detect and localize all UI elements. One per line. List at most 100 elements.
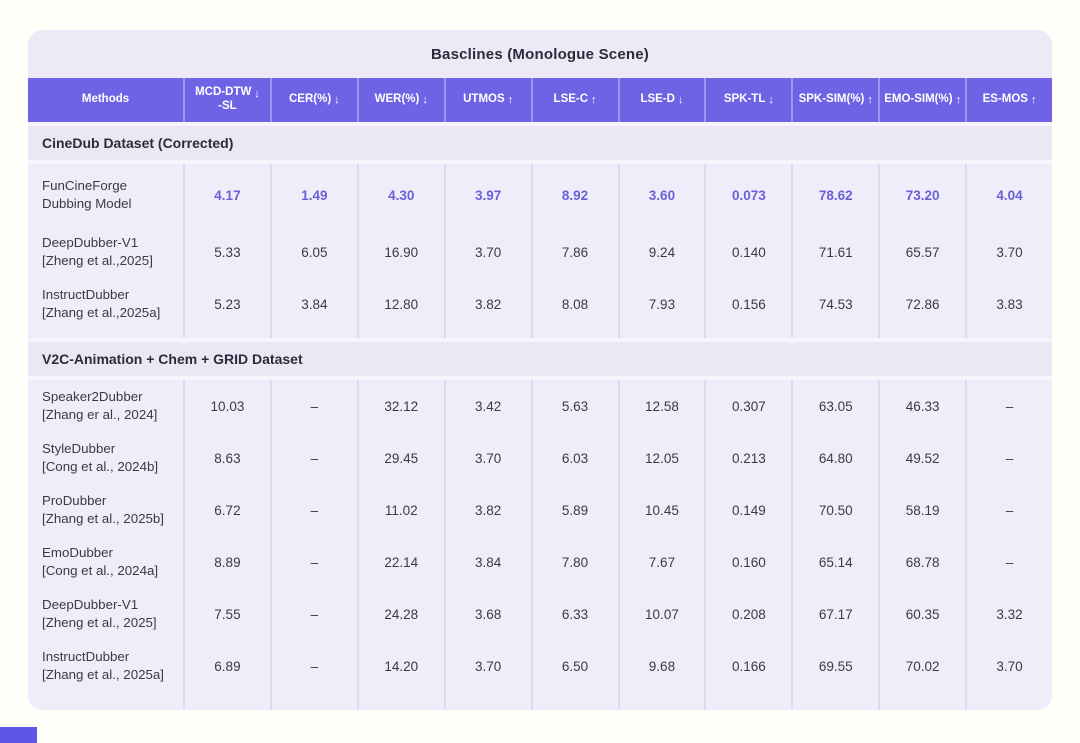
method-cell: InstructDubber [Zhang et al., 2025a] — [28, 640, 183, 692]
cell-spk-sim: 78.62 — [791, 164, 879, 226]
cell-lse-c: 5.89 — [530, 484, 618, 536]
column-header-label: CER(%) ↓ — [289, 93, 340, 107]
column-header-label: EMO-SIM(%) ↑ — [884, 93, 961, 107]
method-cell: InstructDubber [Zhang et al.,2025a] — [28, 278, 183, 330]
column-header-label: MCD-DTW ↓ — [195, 86, 260, 100]
cell-lse-d: 12.58 — [617, 380, 705, 432]
spacer-cell — [530, 330, 618, 338]
column-header-text: LSE-D — [640, 93, 675, 106]
cell-cer: – — [269, 640, 357, 692]
spacer-cell — [530, 692, 618, 710]
cell-spk-tl: 0.166 — [704, 640, 792, 692]
cell-lse-d: 3.60 — [617, 164, 705, 226]
cell-es-mos: – — [965, 484, 1052, 536]
arrow-down-icon: ↓ — [422, 94, 428, 107]
method-name: DeepDubber-V1 — [42, 235, 139, 251]
cell-mcd-dtw: 4.17 — [183, 164, 270, 226]
cell-lse-d: 9.68 — [617, 640, 705, 692]
column-header-text: EMO-SIM(%) — [884, 93, 953, 106]
cell-lse-d: 12.05 — [617, 432, 705, 484]
cell-cer: – — [269, 536, 357, 588]
method-citation: [Zhang er al., 2024] — [42, 407, 158, 422]
cell-lse-c: 6.03 — [530, 432, 618, 484]
cell-es-mos: – — [965, 432, 1052, 484]
cell-utmos: 3.70 — [443, 226, 531, 278]
cell-emo-sim: 68.78 — [878, 536, 966, 588]
cell-emo-sim: 46.33 — [878, 380, 966, 432]
cell-lse-d: 10.45 — [617, 484, 705, 536]
cell-spk-sim: 63.05 — [791, 380, 879, 432]
spacer-cell — [791, 330, 879, 338]
cell-mcd-dtw: 5.33 — [183, 226, 270, 278]
method-citation: [Zhang et al.,2025a] — [42, 305, 161, 320]
cell-wer: 22.14 — [356, 536, 444, 588]
method-name: InstructDubber — [42, 287, 130, 303]
column-header-text: MCD-DTW — [195, 86, 252, 99]
method-name: ProDubber — [42, 493, 107, 509]
cell-es-mos: 3.32 — [965, 588, 1052, 640]
cell-cer: 6.05 — [269, 226, 357, 278]
cell-wer: 32.12 — [356, 380, 444, 432]
cell-utmos: 3.97 — [443, 164, 531, 226]
method-cell: DeepDubber-V1 [Zheng et al., 2025] — [28, 588, 183, 640]
cell-wer: 4.30 — [356, 164, 444, 226]
cell-spk-tl: 0.149 — [704, 484, 792, 536]
section-header-v2c-animation-chem-grid-dataset: V2C-Animation + Chem + GRID Dataset — [28, 338, 1052, 380]
spacer-cell — [443, 330, 531, 338]
column-header-subtext: -SL — [218, 100, 237, 112]
cell-emo-sim: 65.57 — [878, 226, 966, 278]
method-name: DeepDubber-V1 — [42, 597, 139, 613]
spacer-cell — [704, 692, 792, 710]
column-header-text: Methods — [81, 93, 130, 106]
cell-emo-sim: 72.86 — [878, 278, 966, 330]
column-header-label: SPK-TL ↓ — [724, 93, 774, 107]
cell-cer: – — [269, 432, 357, 484]
cell-lse-c: 6.50 — [530, 640, 618, 692]
cell-emo-sim: 73.20 — [878, 164, 966, 226]
cell-es-mos: 3.83 — [965, 278, 1052, 330]
cell-spk-tl: 0.307 — [704, 380, 792, 432]
cell-wer: 14.20 — [356, 640, 444, 692]
column-header-methods: Methods — [28, 78, 183, 122]
method-citation: Dubbing Model — [42, 196, 132, 211]
spacer-cell — [617, 692, 705, 710]
arrow-down-icon: ↓ — [677, 94, 684, 107]
cell-spk-tl: 0.160 — [704, 536, 792, 588]
column-header-mcd-dtw: MCD-DTW ↓ -SL — [183, 78, 270, 122]
method-cell: DeepDubber-V1 [Zheng et al.,2025] — [28, 226, 183, 278]
cell-emo-sim: 60.35 — [878, 588, 966, 640]
cell-spk-sim: 67.17 — [791, 588, 879, 640]
spacer-cell — [28, 692, 183, 710]
cell-spk-sim: 65.14 — [791, 536, 879, 588]
cell-spk-sim: 70.50 — [791, 484, 879, 536]
cell-mcd-dtw: 6.89 — [183, 640, 270, 692]
cell-utmos: 3.68 — [443, 588, 531, 640]
method-cell: FunCineForge Dubbing Model — [28, 164, 183, 226]
arrow-down-icon: ↓ — [334, 94, 340, 107]
spacer-cell — [704, 330, 792, 338]
cell-cer: – — [269, 588, 357, 640]
arrow-up-icon: ↑ — [1030, 94, 1037, 107]
method-cell: Speaker2Dubber [Zhang er al., 2024] — [28, 380, 183, 432]
cell-lse-c: 5.63 — [530, 380, 618, 432]
method-cell: EmoDubber [Cong et al., 2024a] — [28, 536, 183, 588]
baselines-table: Methods MCD-DTW ↓ -SL CER(%) ↓ WER(%) ↓ UTMOS ↑ LS… — [28, 78, 1052, 710]
column-header-lse-c: LSE-C ↑ — [530, 78, 618, 122]
column-header-text: LSE-C — [553, 93, 589, 106]
cell-wer: 16.90 — [356, 226, 444, 278]
spacer-cell — [183, 330, 270, 338]
spacer-cell — [617, 330, 705, 338]
cell-es-mos: 3.70 — [965, 226, 1052, 278]
cell-lse-c: 8.08 — [530, 278, 618, 330]
spacer-cell — [183, 692, 270, 710]
cell-spk-tl: 0.213 — [704, 432, 792, 484]
method-name: FunCineForge — [42, 178, 127, 194]
column-header-text: UTMOS — [463, 93, 505, 106]
cell-wer: 11.02 — [356, 484, 444, 536]
cell-spk-sim: 64.80 — [791, 432, 879, 484]
method-cell: StyleDubber [Cong et al., 2024b] — [28, 432, 183, 484]
cell-lse-d: 10.07 — [617, 588, 705, 640]
cell-mcd-dtw: 8.63 — [183, 432, 270, 484]
cell-spk-tl: 0.140 — [704, 226, 792, 278]
cell-spk-tl: 0.156 — [704, 278, 792, 330]
